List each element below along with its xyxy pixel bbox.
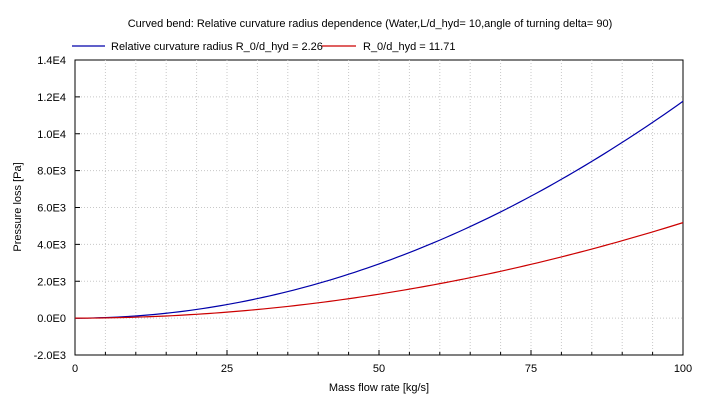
legend-label-series-1: Relative curvature radius R_0/d_hyd = 2.… [111,41,323,53]
x-tick-label: 75 [525,363,537,375]
y-tick-label: 0.0E0 [37,313,66,325]
y-tick-label: -2.0E3 [34,350,66,362]
y-tick-label: 8.0E3 [37,166,66,178]
y-tick-label: 1.0E4 [37,129,66,141]
x-tick-label: 25 [221,363,233,375]
y-tick-label: 1.4E4 [37,55,66,67]
x-tick-label: 0 [72,363,78,375]
ticks [75,96,654,355]
x-tick-label: 100 [674,363,692,375]
grid [75,60,683,355]
chart-title: Curved bend: Relative curvature radius d… [128,18,613,30]
series-line-1 [74,100,684,319]
legend: Relative curvature radius R_0/d_hyd = 2.… [72,41,455,53]
tick-labels: 0 25 50 75 100 -2.0E3 0.0E0 2.0E3 4.0E3 6.0E3 8.0E… [34,55,693,375]
y-tick-label: 6.0E3 [37,203,66,215]
y-tick-label: 2.0E3 [37,276,66,288]
series-line-2 [74,222,684,319]
y-axis-label: Pressure loss [Pa] [12,162,24,251]
y-tick-label: 4.0E3 [37,239,66,251]
x-axis-label: Mass flow rate [kg/s] [329,382,429,394]
y-tick-label: 1.2E4 [37,92,66,104]
x-tick-label: 50 [373,363,385,375]
legend-label-series-2: R_0/d_hyd = 11.71 [363,41,455,53]
series-layer [74,100,684,319]
